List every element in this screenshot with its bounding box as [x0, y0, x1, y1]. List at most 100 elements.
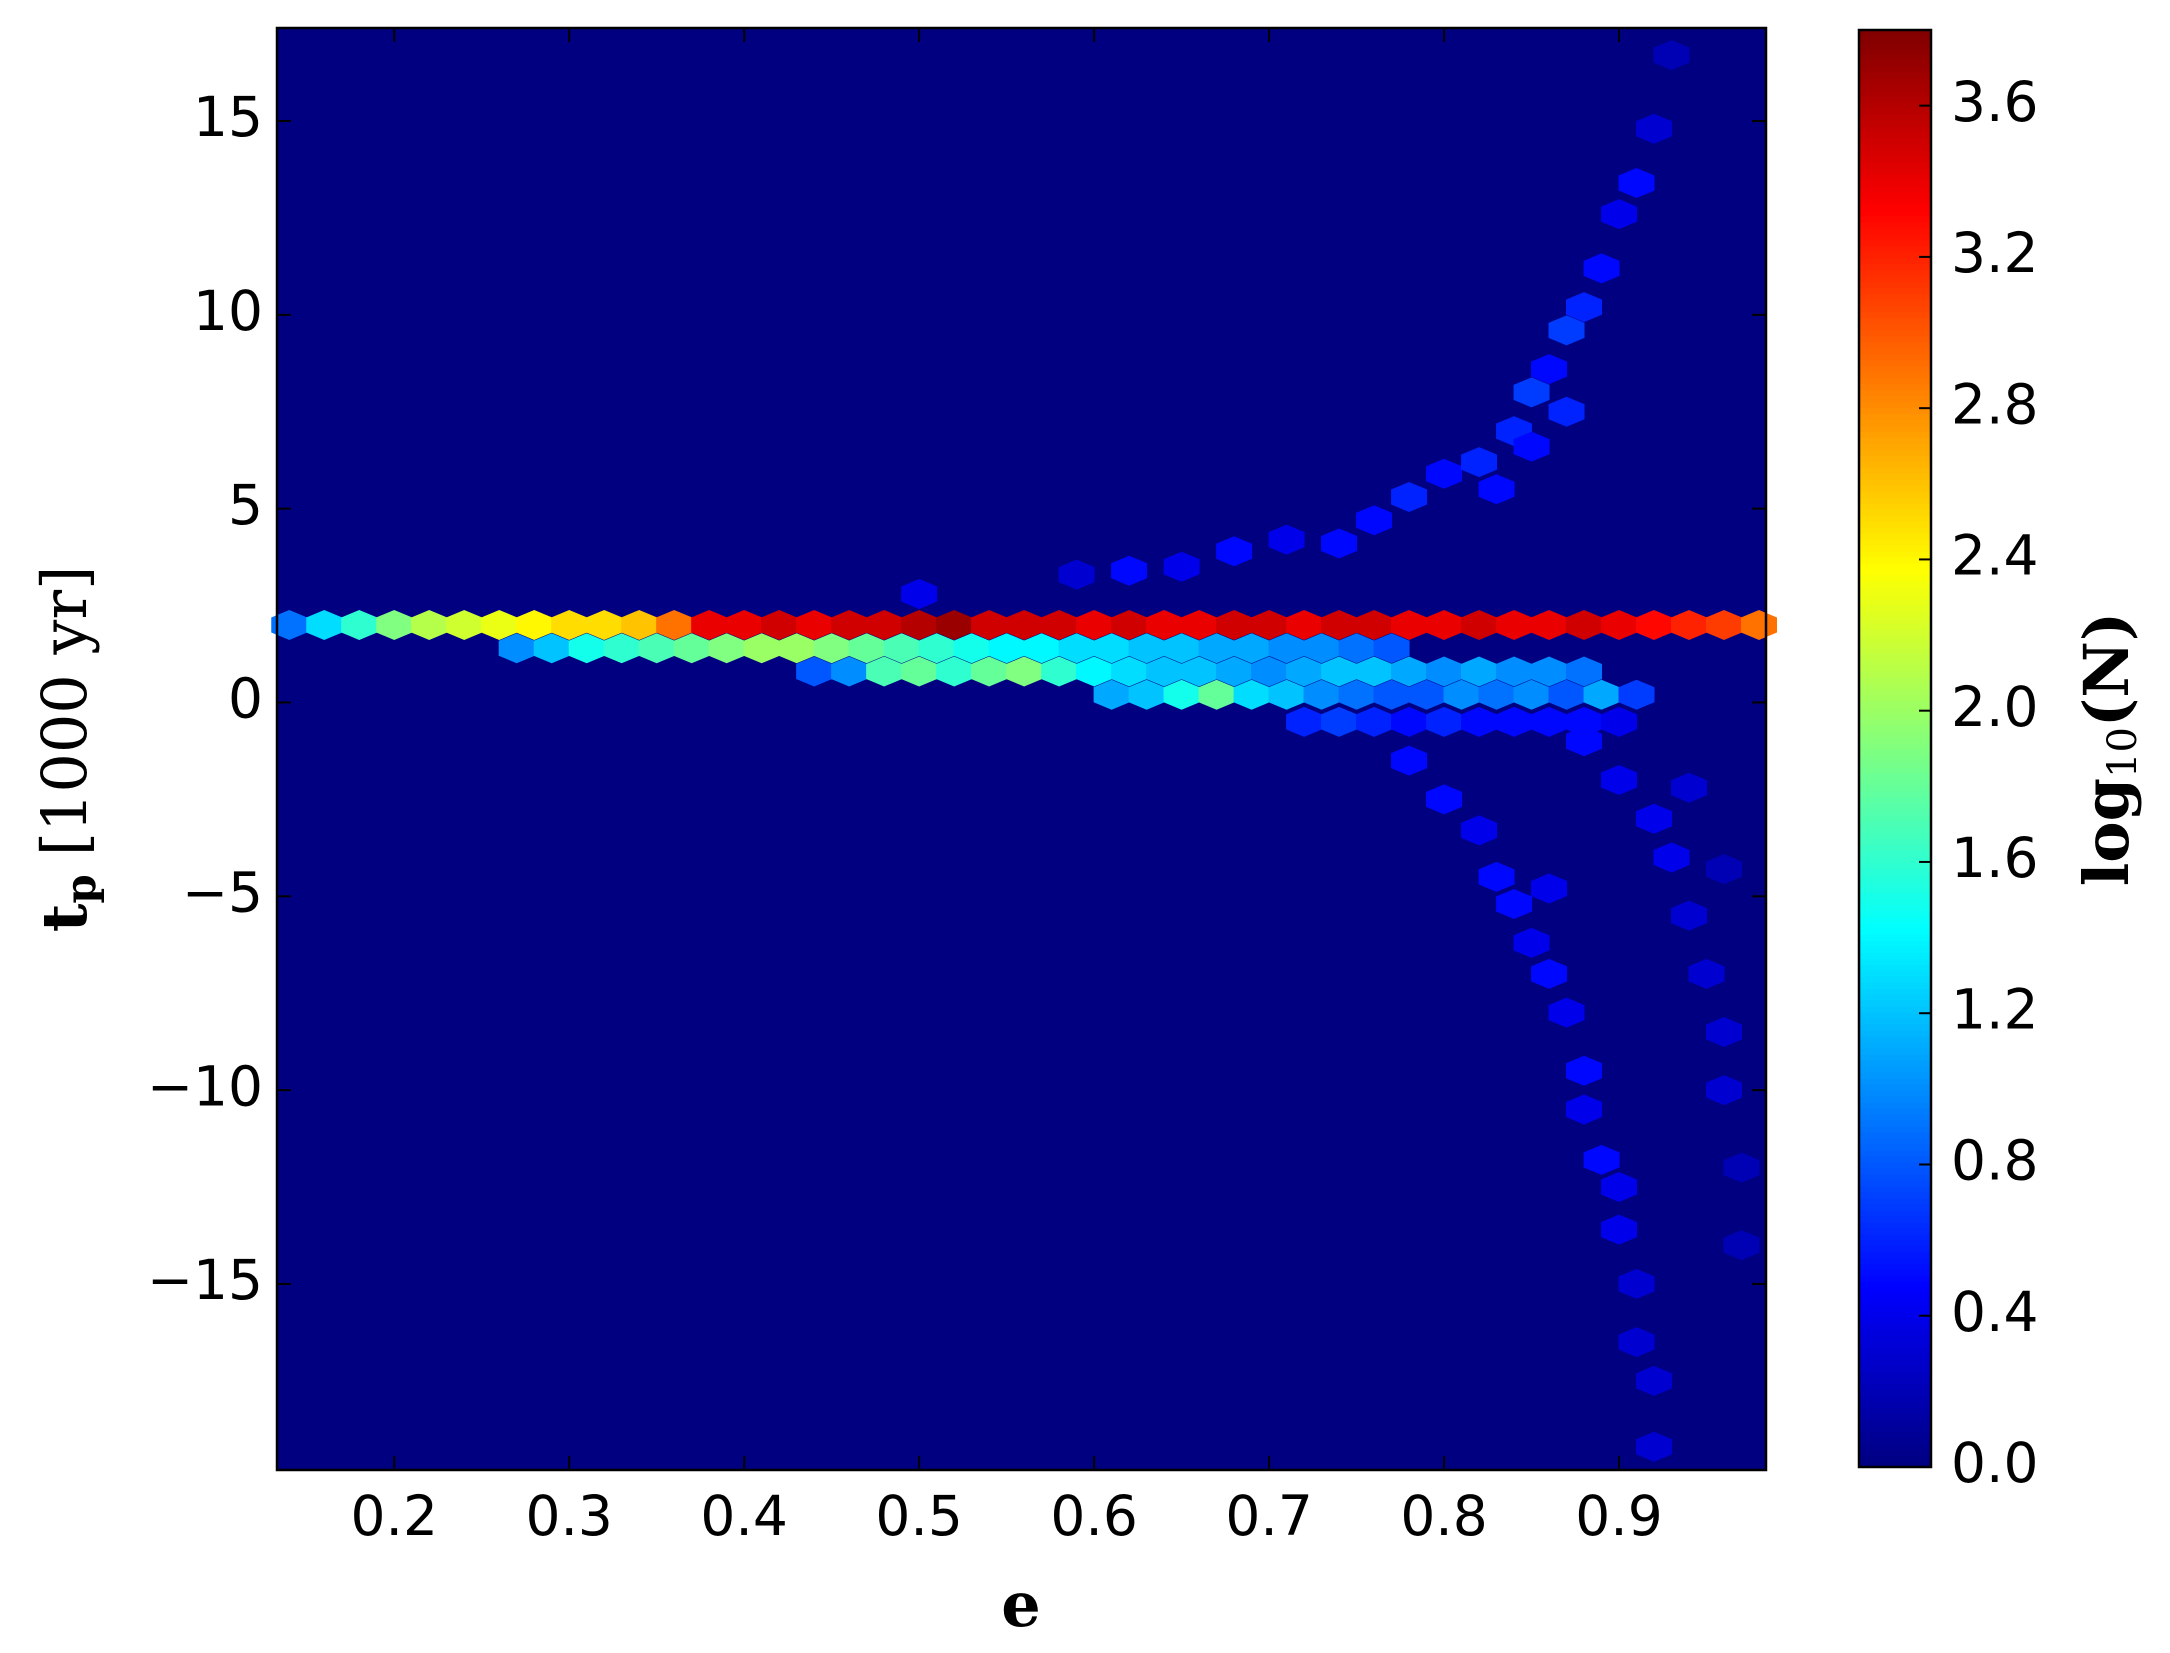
colorbar-swatch — [1859, 1047, 1931, 1055]
hex-cell — [1531, 706, 1568, 737]
hex-cell — [1706, 1075, 1743, 1106]
hex-cell — [1128, 633, 1165, 664]
hex-cell — [901, 656, 938, 687]
hex-cell — [341, 609, 378, 640]
colorbar-swatch — [1859, 503, 1931, 510]
hex-cell — [1216, 609, 1253, 640]
hex-cell — [1163, 633, 1200, 664]
colorbar-swatch — [1859, 1041, 1931, 1049]
colorbar-swatch — [1859, 1455, 1931, 1462]
colorbar-swatch — [1859, 520, 1931, 528]
hex-cell — [866, 609, 903, 640]
colorbar-swatch — [1859, 419, 1931, 426]
colorbar-swatch — [1859, 526, 1931, 534]
hex-cell — [1373, 633, 1410, 664]
colorbar-swatch — [1859, 1335, 1931, 1343]
colorbar-swatch — [1859, 1131, 1931, 1139]
colorbar-swatch — [1859, 1251, 1931, 1259]
colorbar-swatch — [1859, 916, 1931, 923]
colorbar-swatch — [1859, 1287, 1931, 1295]
hex-cell — [1671, 609, 1708, 640]
colorbar-swatch — [1859, 892, 1931, 899]
colorbar-swatch — [1859, 850, 1931, 858]
hex-cell — [901, 578, 938, 609]
colorbar-swatch — [1859, 1143, 1931, 1151]
hex-cell — [551, 609, 588, 640]
colorbar-tick-label: 0.4 — [1951, 1280, 2038, 1344]
hex-cell — [1496, 656, 1533, 687]
hex-cell — [1041, 656, 1078, 687]
hex-cell — [1723, 1230, 1760, 1261]
colorbar-swatch — [1859, 862, 1931, 870]
colorbar-swatch — [1859, 940, 1931, 947]
colorbar-swatch — [1859, 1035, 1931, 1043]
colorbar-swatch — [1859, 437, 1931, 444]
colorbar-swatch — [1859, 305, 1931, 313]
hex-cell — [638, 633, 675, 664]
x-tick-label: 0.4 — [700, 1484, 787, 1548]
x-tick-label: 0.6 — [1050, 1484, 1137, 1548]
colorbar-swatch — [1859, 287, 1931, 295]
hex-cell — [1566, 292, 1603, 323]
hex-cell — [1601, 706, 1638, 737]
colorbar-swatch — [1859, 497, 1931, 504]
c-label-unit: (N) — [2070, 612, 2143, 727]
colorbar-swatch — [1859, 790, 1931, 798]
colorbar-swatch — [1859, 83, 1931, 91]
colorbar-swatch — [1859, 1221, 1931, 1229]
hex-cell — [831, 656, 868, 687]
colorbar-swatch — [1859, 41, 1931, 49]
hex-cell — [1006, 656, 1043, 687]
colorbar-swatch — [1859, 1053, 1931, 1061]
colorbar-swatch — [1859, 1269, 1931, 1277]
colorbar-swatch — [1859, 634, 1931, 642]
colorbar-swatch — [1859, 275, 1931, 283]
hex-cell — [1723, 1152, 1760, 1183]
colorbar-swatch — [1859, 1263, 1931, 1271]
colorbar-swatch — [1859, 664, 1931, 672]
colorbar-swatch — [1859, 257, 1931, 265]
colorbar-swatch — [1859, 35, 1931, 43]
colorbar-swatch — [1859, 149, 1931, 157]
hex-cell — [533, 633, 570, 664]
hex-cell — [1181, 609, 1218, 640]
hex-cell — [1391, 609, 1428, 640]
colorbar-swatch — [1859, 970, 1931, 977]
hex-cell — [1461, 706, 1498, 737]
colorbar-swatch — [1859, 760, 1931, 768]
colorbar-swatch — [1859, 281, 1931, 289]
colorbar-swatch — [1859, 227, 1931, 235]
colorbar-swatch — [1859, 1413, 1931, 1420]
colorbar-swatch — [1859, 868, 1931, 876]
hex-cell — [918, 633, 955, 664]
colorbar-swatch — [1859, 1239, 1931, 1247]
colorbar-swatch — [1859, 880, 1931, 888]
colorbar-swatch — [1859, 1305, 1931, 1313]
colorbar-swatch — [1859, 1341, 1931, 1349]
colorbar-swatch — [1859, 700, 1931, 708]
colorbar-swatch — [1859, 431, 1931, 438]
colorbar-swatch — [1859, 1233, 1931, 1241]
hex-cell — [1706, 854, 1743, 885]
hex-cell — [1268, 679, 1305, 710]
hex-cell — [1111, 656, 1148, 687]
colorbar-swatch — [1859, 844, 1931, 852]
y-label-main: t — [28, 903, 101, 932]
colorbar-swatch — [1859, 586, 1931, 594]
colorbar-swatch — [1859, 389, 1931, 397]
hex-cell — [1531, 873, 1568, 904]
colorbar-swatch — [1859, 341, 1931, 349]
colorbar-tick-label: 0.0 — [1951, 1431, 2038, 1495]
colorbar-swatch — [1859, 1071, 1931, 1079]
colorbar-swatch — [1859, 1155, 1931, 1163]
hex-cell — [1058, 633, 1095, 664]
colorbar-swatch — [1859, 107, 1931, 115]
colorbar-tick-label: 1.6 — [1951, 826, 2038, 890]
colorbar-swatch — [1859, 1077, 1931, 1085]
hex-cell — [1181, 656, 1218, 687]
colorbar-swatch — [1859, 1113, 1931, 1121]
colorbar-swatch — [1859, 143, 1931, 151]
y-label-sub: p — [56, 874, 105, 903]
colorbar-label: log10(N) — [2070, 612, 2146, 887]
